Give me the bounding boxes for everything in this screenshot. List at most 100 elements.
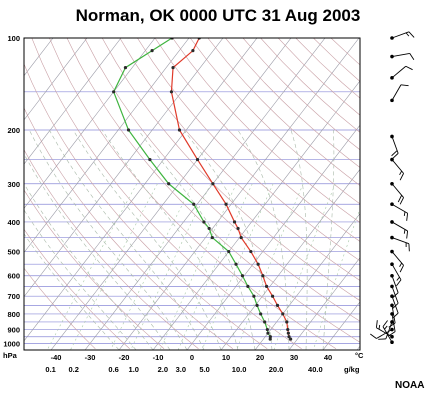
pressure-tick-label: 400 xyxy=(7,218,20,227)
wind-barb xyxy=(390,181,404,205)
moist-adiabat xyxy=(29,129,188,350)
mixing-ratio-tick-label: 20.0 xyxy=(269,365,284,374)
wind-barb xyxy=(390,31,415,40)
wind-barb-flag xyxy=(406,230,409,239)
mixing-ratio-unit-label: g/kg xyxy=(344,365,360,374)
isotherm xyxy=(24,38,224,298)
wind-barb-dot xyxy=(390,334,394,339)
moist-adiabat xyxy=(183,129,273,350)
dewpoint-line xyxy=(112,38,271,340)
dry-adiabat xyxy=(225,38,360,168)
plot-frame xyxy=(23,37,361,351)
temperature-point xyxy=(236,226,240,231)
mixing-ratio-tick-label: 3.0 xyxy=(176,365,186,374)
temperature-tick-label: -40 xyxy=(51,353,62,362)
temperature-point xyxy=(177,128,182,132)
temperature-point xyxy=(224,202,228,206)
wind-barb xyxy=(390,235,410,252)
isotherm xyxy=(24,38,258,342)
isotherm xyxy=(24,38,88,121)
wind-barb-flag xyxy=(392,312,399,319)
wind-barb-flag xyxy=(392,153,399,159)
wind-barb-dot xyxy=(390,320,394,324)
moist-adiabat xyxy=(290,129,308,350)
wind-barb-shaft xyxy=(391,52,410,57)
wind-barb xyxy=(378,320,394,340)
temperature-point xyxy=(256,262,260,266)
temperature-tick-label: -30 xyxy=(85,353,96,362)
moist-adiabat xyxy=(24,183,154,350)
dewpoint-point xyxy=(266,331,270,335)
dewpoint-point xyxy=(202,220,206,224)
moist-adiabat xyxy=(24,153,171,350)
mixing-ratio-tick-label: 0.2 xyxy=(69,365,79,374)
dewpoint-point xyxy=(227,249,231,254)
wind-barb-flag xyxy=(400,84,409,87)
temperature-tick-label: 20 xyxy=(256,353,264,362)
isotherm xyxy=(322,301,360,350)
wind-barb xyxy=(390,52,415,61)
mixing-ratio-tick-label: 40.0 xyxy=(308,365,323,374)
mixing-ratio-line xyxy=(70,183,158,350)
mixing-ratio-tick-label: 5.0 xyxy=(199,365,209,374)
dry-adiabat xyxy=(24,63,268,349)
dry-adiabat xyxy=(84,38,360,322)
pressure-tick-label: 500 xyxy=(7,248,20,257)
dry-adiabat xyxy=(330,38,360,66)
wind-barb-dot xyxy=(390,340,394,344)
mixing-ratio-line xyxy=(110,183,194,350)
wind-barb-dot xyxy=(390,235,394,240)
temperature-point xyxy=(286,331,290,335)
mixing-ratio-tick-label: 0.1 xyxy=(45,365,55,374)
dewpoint-point xyxy=(263,320,267,324)
wind-barb-half-flag xyxy=(399,262,403,267)
wind-barb-dot xyxy=(390,273,394,278)
isotherm xyxy=(50,38,292,350)
pressure-axis: 100 200 300 400 500 600 700 800 900 1000 xyxy=(3,34,20,349)
wind-barb-flag xyxy=(399,197,404,205)
mixing-ratio-line xyxy=(236,183,304,350)
wind-barb xyxy=(390,262,402,287)
mixing-ratio-tick-label: 0.6 xyxy=(108,365,118,374)
wind-barb xyxy=(390,249,404,273)
isotherm xyxy=(288,257,360,350)
temperature-point xyxy=(211,182,215,186)
dry-adiabat xyxy=(24,149,199,349)
isotherm xyxy=(84,38,326,350)
wind-barb-flag xyxy=(391,150,398,157)
wind-barb xyxy=(370,327,394,339)
dry-adiabat xyxy=(31,38,302,349)
wind-barb-dot xyxy=(390,249,394,254)
wind-barb-flag xyxy=(406,213,409,221)
wind-barb-dot xyxy=(390,303,394,308)
sounding-profiles xyxy=(112,38,293,341)
dewpoint-point xyxy=(192,202,196,206)
moist-adiabat xyxy=(72,129,222,350)
moist-adiabat xyxy=(101,129,239,350)
wind-barb-half-flag xyxy=(399,170,403,176)
dewpoint-point xyxy=(123,66,128,70)
temperature-point xyxy=(286,327,290,332)
wind-barb-flag xyxy=(408,31,415,38)
moist-adiabat xyxy=(237,129,290,350)
isotherm xyxy=(118,38,360,350)
mixing-ratio-line xyxy=(159,183,237,350)
pressure-tick-label: 600 xyxy=(7,272,20,281)
wind-barb-dot xyxy=(390,134,394,139)
mixing-ratio-tick-label: 10.0 xyxy=(232,365,247,374)
pressure-tick-label: 100 xyxy=(7,34,20,43)
mixing-ratio-line xyxy=(201,183,274,350)
wind-barb-shaft xyxy=(391,296,399,314)
wind-barb-shaft xyxy=(391,84,402,101)
dry-adiabat xyxy=(24,228,130,349)
dewpoint-point xyxy=(207,226,211,231)
wind-barb-flag xyxy=(370,333,377,339)
wind-barb-dot xyxy=(390,284,394,289)
temperature-axis: -40 -30 -20 -10 0 10 20 30 40 xyxy=(51,353,333,362)
moist-adiabat xyxy=(138,129,256,350)
temperature-unit-label: °C xyxy=(355,351,364,360)
wind-barb-dot xyxy=(390,312,394,316)
dry-adiabat xyxy=(66,38,360,343)
wind-barb-flag xyxy=(399,265,404,273)
